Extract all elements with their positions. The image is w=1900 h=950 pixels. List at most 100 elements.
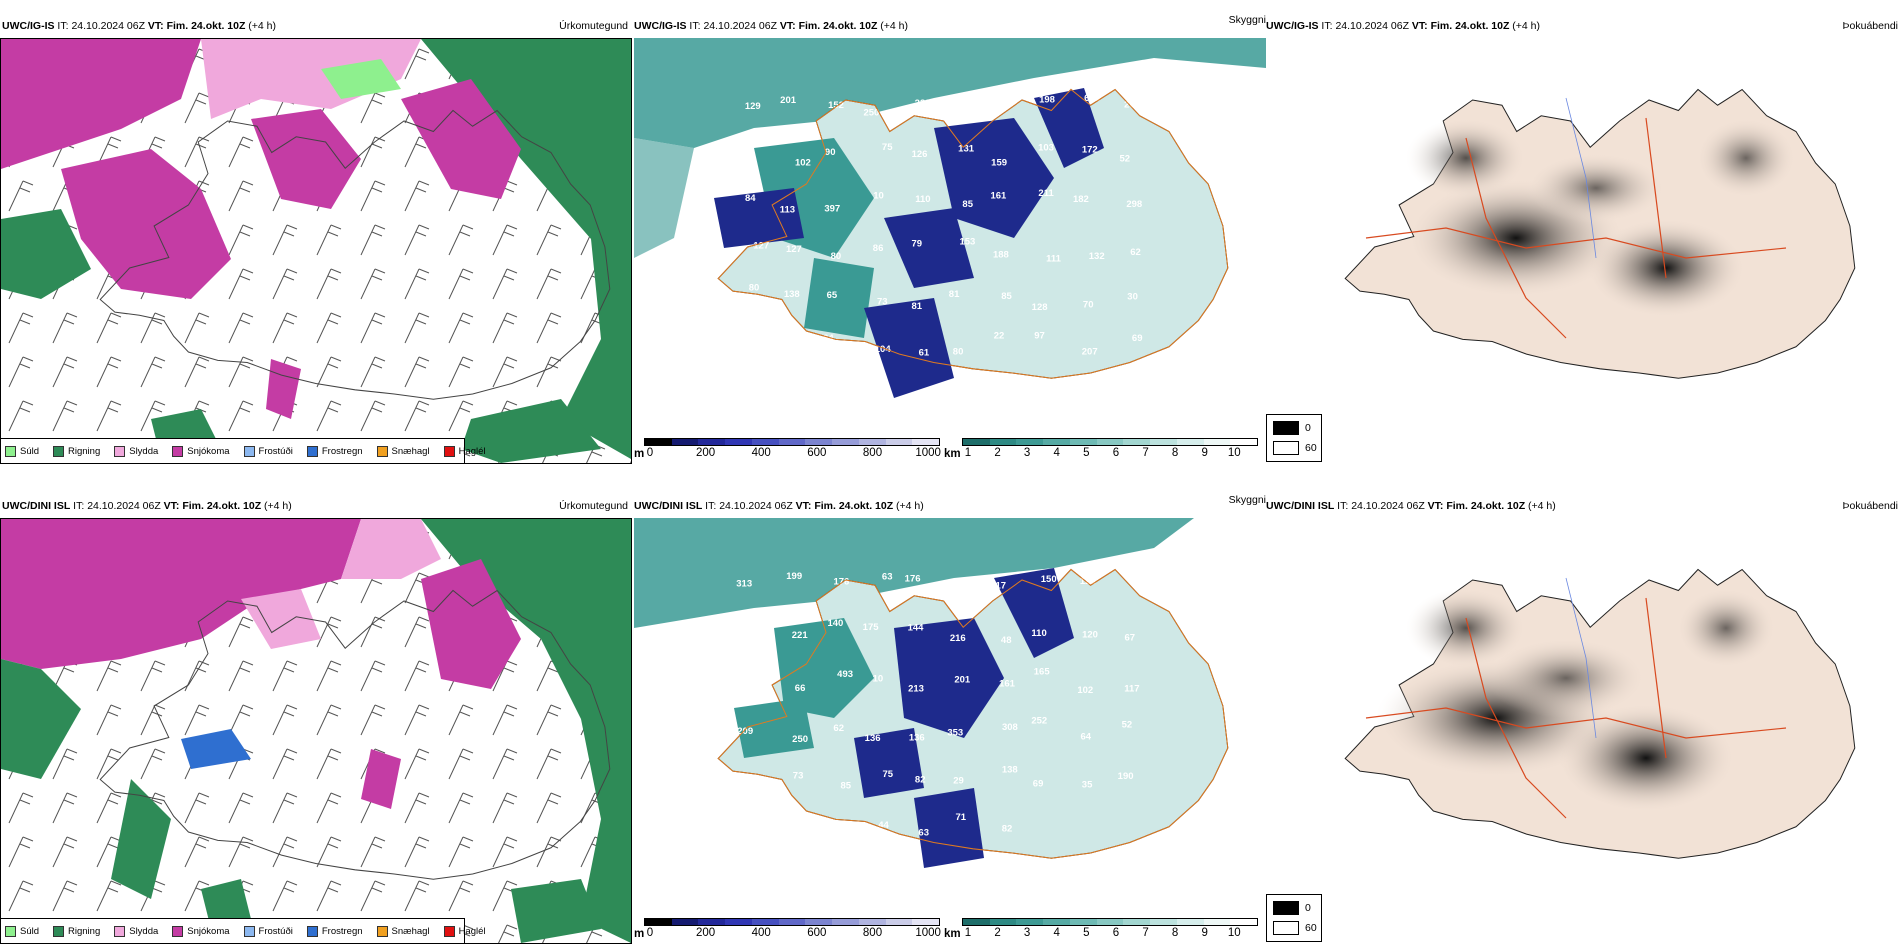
colorbar-tick-label: 9 bbox=[1201, 447, 1208, 459]
ceiling-value-label: 86 bbox=[873, 243, 884, 254]
visibility-map[interactable]: 129 201 152 250 238 235 154 198 668 209 203 102 90 75… bbox=[634, 38, 1266, 438]
visibility-colorbar: 1 2 3 4 5 6 7 8 9 10 bbox=[962, 438, 1258, 460]
colorbar-cell bbox=[832, 919, 859, 925]
colorbar-cell bbox=[1016, 919, 1044, 925]
ceiling-value-label: 10 bbox=[873, 191, 884, 202]
ceiling-cells bbox=[644, 918, 940, 926]
legend-item-suld: Súld bbox=[5, 445, 39, 457]
fog-legend-dark: 0 bbox=[1305, 422, 1311, 434]
ceiling-value-label: 73 bbox=[877, 297, 888, 308]
precip-map[interactable] bbox=[0, 38, 632, 464]
ceiling-value-label: 150 bbox=[1041, 574, 1057, 585]
panel-kind: Þokuábendi bbox=[1842, 20, 1898, 32]
vt-label: VT: bbox=[1411, 20, 1428, 32]
fog-map[interactable] bbox=[1266, 518, 1900, 918]
model-name: UWC/DINI ISL bbox=[1266, 500, 1335, 512]
colorbar-tick-label: 200 bbox=[695, 927, 716, 939]
colorbar-cell bbox=[885, 439, 913, 445]
vt-label: VT: bbox=[1427, 500, 1444, 512]
ceiling-value-label: 35 bbox=[1082, 779, 1093, 790]
legend-item-haglel: Haglél bbox=[443, 925, 486, 937]
colorbar-cell bbox=[912, 919, 940, 925]
vt-label: VT: bbox=[795, 500, 812, 512]
ceiling-value-label: 110 bbox=[1031, 628, 1046, 639]
visibility-map[interactable]: 313 199 176 63 176 216 217 150 125 202 97 221 140 175… bbox=[634, 518, 1266, 918]
legend-item-frostregn: Frostregn bbox=[306, 925, 363, 937]
ceiling-value-label: 153 bbox=[959, 237, 975, 248]
ceiling-value-label: 140 bbox=[827, 618, 843, 629]
ceiling-value-label: 190 bbox=[1118, 771, 1134, 782]
colorbar-tick-label: 200 bbox=[695, 447, 716, 459]
fog-legend-light: 60 bbox=[1305, 442, 1317, 454]
ceiling-value-label: 97 bbox=[748, 777, 759, 788]
legend-item-snaehagl: Snæhagl bbox=[376, 445, 430, 457]
colorbar-cell bbox=[645, 919, 672, 925]
ceiling-value-label: 44 bbox=[878, 820, 889, 831]
ceiling-value-label: 126 bbox=[912, 149, 928, 160]
ceiling-value-label: 69 bbox=[1132, 333, 1143, 344]
ceiling-value-label: 80 bbox=[953, 347, 964, 358]
ceiling-value-label: 64 bbox=[1081, 732, 1092, 743]
ceiling-value-label: 97 bbox=[747, 627, 758, 638]
ceiling-value-label: 313 bbox=[736, 579, 752, 590]
vt-label: VT: bbox=[163, 500, 180, 512]
it-label: IT: bbox=[73, 500, 85, 512]
colorbar-cell bbox=[858, 919, 886, 925]
ceiling-value-label: 80 bbox=[749, 283, 760, 294]
legend-item-frostudi: Frostúði bbox=[243, 445, 293, 457]
ceiling-value-label: 102 bbox=[795, 157, 811, 168]
vt-value: Fim. 24.okt. 10Z bbox=[182, 500, 262, 512]
colorbar-cell bbox=[1096, 439, 1124, 445]
ceiling-value-label: 216 bbox=[962, 590, 978, 601]
colorbar-tick-label: 1000 bbox=[915, 447, 941, 459]
it-label: IT: bbox=[1321, 20, 1333, 32]
ceiling-value-label: 308 bbox=[1002, 722, 1018, 733]
colorbar-cell bbox=[698, 919, 726, 925]
ceiling-value-label: 207 bbox=[1082, 347, 1098, 358]
ceiling-value-label: 172 bbox=[1082, 145, 1098, 156]
ceiling-value-label: 85 bbox=[841, 781, 852, 792]
ceiling-value-label: 211 bbox=[1038, 188, 1054, 199]
colorbar-cell bbox=[963, 919, 990, 925]
vt-value: Fim. 24.okt. 10Z bbox=[1430, 20, 1510, 32]
colorbar-tick-label: 5 bbox=[1083, 927, 1090, 939]
colorbar-cell bbox=[1123, 439, 1151, 445]
colorbar-tick-label: 6 bbox=[1112, 927, 1120, 939]
ceiling-value-label: 188 bbox=[993, 249, 1009, 260]
visibility-panel-row1: UWC/IG-IS IT: 24.10.2024 06Z VT: Fim. 24… bbox=[634, 14, 1266, 464]
precip-map[interactable] bbox=[0, 518, 632, 944]
ceiling-value-label: 221 bbox=[792, 630, 809, 641]
colorbar-tick-label: 3 bbox=[1023, 927, 1031, 939]
colorbar-tick-label: 7 bbox=[1142, 447, 1149, 459]
ceiling-value-label: 154 bbox=[1000, 92, 1017, 103]
ceiling-value-label: 125 bbox=[1080, 576, 1097, 587]
ceiling-value-label: 62 bbox=[833, 723, 844, 734]
ceiling-value-label: 144 bbox=[908, 622, 925, 633]
ceiling-value-label: 66 bbox=[795, 683, 806, 694]
colorbar-cell bbox=[885, 919, 913, 925]
colorbar-cell bbox=[805, 919, 833, 925]
it-value: 24.10.2024 06Z bbox=[71, 20, 145, 32]
ceiling-value-label: 52 bbox=[1122, 720, 1133, 731]
lead-time: (+4 h) bbox=[880, 20, 909, 32]
colorbar-cell bbox=[912, 439, 940, 445]
colorbar-tick-label: 8 bbox=[1171, 927, 1179, 939]
colorbar-tick-label: 600 bbox=[807, 447, 827, 459]
fog-legend: 0 60 bbox=[1266, 894, 1322, 942]
visibility-colorbar: 1 2 3 4 5 6 7 8 9 10 bbox=[962, 918, 1258, 940]
panel-kind: Úrkomutegund bbox=[559, 500, 628, 512]
fog-map[interactable] bbox=[1266, 38, 1900, 438]
ceiling-value-label: 52 bbox=[1120, 154, 1131, 165]
ceiling-value-label: 63 bbox=[882, 572, 893, 583]
ceiling-value-label: 159 bbox=[991, 158, 1007, 169]
legend-item-snjokoma: Snjókoma bbox=[172, 925, 230, 937]
ceiling-value-label: 353 bbox=[947, 727, 963, 738]
panel-kind: Skyggni bbox=[1228, 14, 1266, 26]
ceiling-value-label: 176 bbox=[905, 574, 921, 585]
ceiling-value-label: 176 bbox=[833, 577, 849, 588]
colorbar-cell bbox=[989, 439, 1017, 445]
colorbar-tick-label: 600 bbox=[807, 927, 827, 939]
ceiling-value-label: 46 bbox=[748, 379, 759, 390]
colorbar-tick-label: 1 bbox=[964, 927, 972, 939]
vt-value: Fim. 24.okt. 10Z bbox=[166, 20, 246, 32]
